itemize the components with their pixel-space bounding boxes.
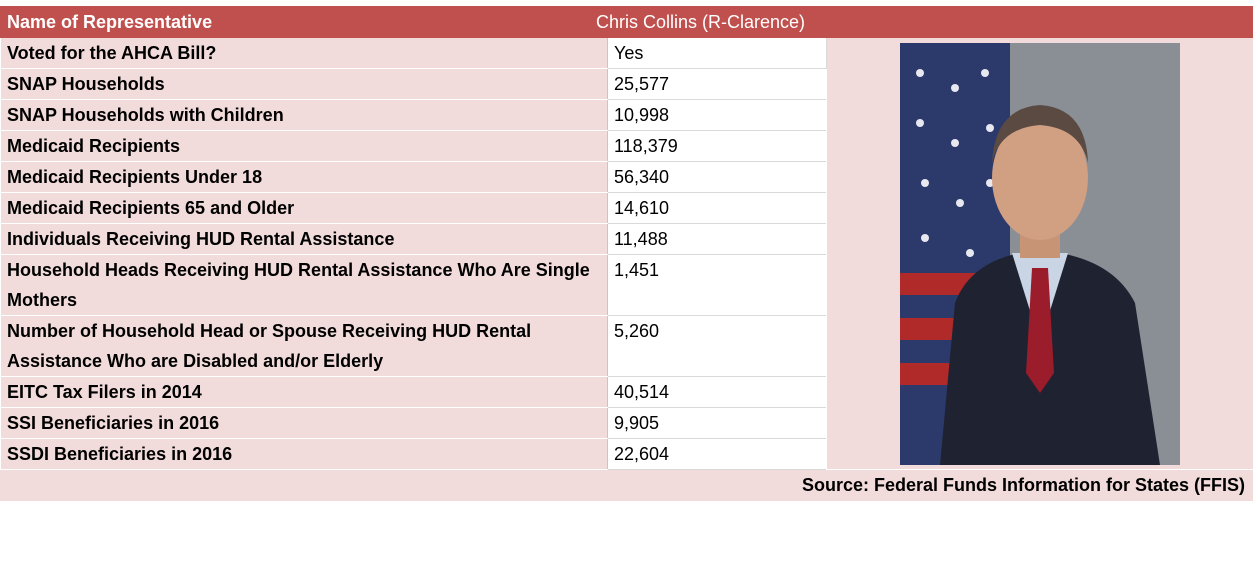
flag-stars bbox=[916, 68, 994, 257]
face bbox=[992, 115, 1088, 240]
row: Medicaid Recipients 65 and Older 14,610 bbox=[0, 192, 1253, 224]
row: SNAP Households with Children 10,998 bbox=[0, 99, 1253, 131]
row-value: Yes bbox=[607, 37, 827, 69]
row-label: SSI Beneficiaries in 2016 bbox=[0, 407, 608, 439]
row: Household Heads Receiving HUD Rental Ass… bbox=[0, 254, 1253, 316]
row: SSI Beneficiaries in 2016 9,905 bbox=[0, 407, 1253, 439]
row-value: 5,260 bbox=[607, 315, 827, 377]
row: Medicaid Recipients 118,379 bbox=[0, 130, 1253, 162]
row-label: Household Heads Receiving HUD Rental Ass… bbox=[0, 254, 608, 316]
row: Number of Household Head or Spouse Recei… bbox=[0, 315, 1253, 377]
row-label: SNAP Households bbox=[0, 68, 608, 100]
row-label: Medicaid Recipients bbox=[0, 130, 608, 162]
row-value: 14,610 bbox=[607, 192, 827, 224]
row-value: 56,340 bbox=[607, 161, 827, 193]
row-label: Individuals Receiving HUD Rental Assista… bbox=[0, 223, 608, 255]
rep-table: Name of Representative Chris Collins (R-… bbox=[0, 6, 1253, 501]
source-row: Source: Federal Funds Information for St… bbox=[0, 469, 1253, 501]
header-name-text: Chris Collins (R-Clarence) bbox=[596, 12, 806, 32]
row-value: 25,577 bbox=[607, 68, 827, 100]
row-label: Medicaid Recipients 65 and Older bbox=[0, 192, 608, 224]
tie bbox=[1026, 267, 1054, 393]
hair bbox=[992, 104, 1088, 163]
row: EITC Tax Filers in 2014 40,514 bbox=[0, 376, 1253, 408]
photo-cell bbox=[825, 37, 1253, 470]
table-body: Name of Representative Chris Collins (R-… bbox=[0, 6, 1253, 501]
row-value: 40,514 bbox=[607, 376, 827, 408]
header-row: Name of Representative Chris Collins (R-… bbox=[0, 6, 1253, 38]
row-label: EITC Tax Filers in 2014 bbox=[0, 376, 608, 408]
row: Individuals Receiving HUD Rental Assista… bbox=[0, 223, 1253, 255]
row: SSDI Beneficiaries in 2016 22,604 bbox=[0, 438, 1253, 470]
portrait bbox=[900, 42, 1180, 465]
source: Source: Federal Funds Information for St… bbox=[0, 469, 1253, 501]
row: Voted for the AHCA Bill? Yes bbox=[0, 37, 1253, 470]
row-label: Medicaid Recipients Under 18 bbox=[0, 161, 608, 193]
row-label: SSDI Beneficiaries in 2016 bbox=[0, 438, 608, 470]
row-label: Number of Household Head or Spouse Recei… bbox=[0, 315, 608, 377]
row-label: Voted for the AHCA Bill? bbox=[0, 37, 608, 69]
row-value: 11,488 bbox=[607, 223, 827, 255]
row-value: 118,379 bbox=[607, 130, 827, 162]
row-value: 22,604 bbox=[607, 438, 827, 470]
row-value: 10,998 bbox=[607, 99, 827, 131]
row: Medicaid Recipients Under 18 56,340 bbox=[0, 161, 1253, 193]
row-label: SNAP Households with Children bbox=[0, 99, 608, 131]
row: SNAP Households 25,577 bbox=[0, 68, 1253, 100]
row-value: 1,451 bbox=[607, 254, 827, 316]
header-name: Chris Collins (R-Clarence) bbox=[596, 6, 1253, 38]
header-label: Name of Representative bbox=[0, 6, 608, 38]
row-value: 9,905 bbox=[607, 407, 827, 439]
